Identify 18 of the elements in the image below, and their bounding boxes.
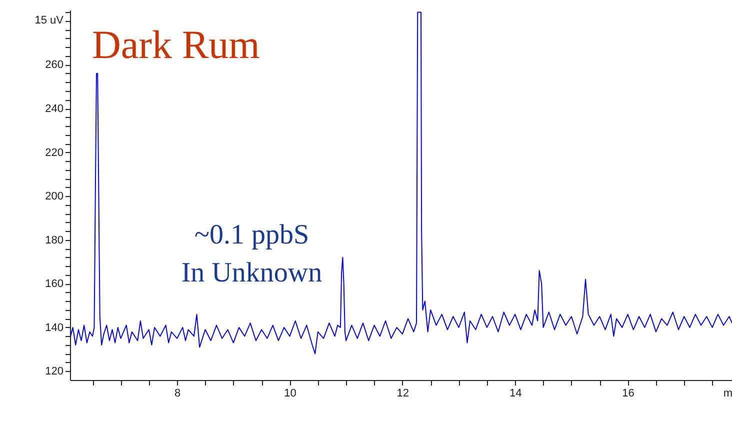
y-axis-title: 15 uV	[34, 14, 64, 26]
x-tick-label: 16	[622, 388, 634, 400]
y-tick-label: 120	[45, 366, 64, 378]
y-tick-label: 200	[45, 190, 64, 203]
y-tick-label: 140	[45, 322, 64, 334]
annotation: ~0.1 ppbS In Unknown	[181, 219, 322, 288]
x-tick-label: 14	[509, 388, 522, 400]
y-tick-label: 240	[45, 103, 64, 116]
y-tick-label: 160	[45, 278, 64, 290]
y-tick-label: 220	[45, 146, 64, 159]
chart-title: Dark Rum	[92, 22, 260, 67]
line-series	[70, 12, 732, 354]
x-axis-title: m	[723, 388, 732, 400]
x-tick-label: 10	[284, 388, 296, 400]
x-tick-label: 12	[396, 388, 410, 400]
y-tick-label: 260	[45, 59, 64, 72]
x-tick-label: 8	[174, 388, 181, 400]
y-tick-label: 180	[45, 234, 64, 246]
